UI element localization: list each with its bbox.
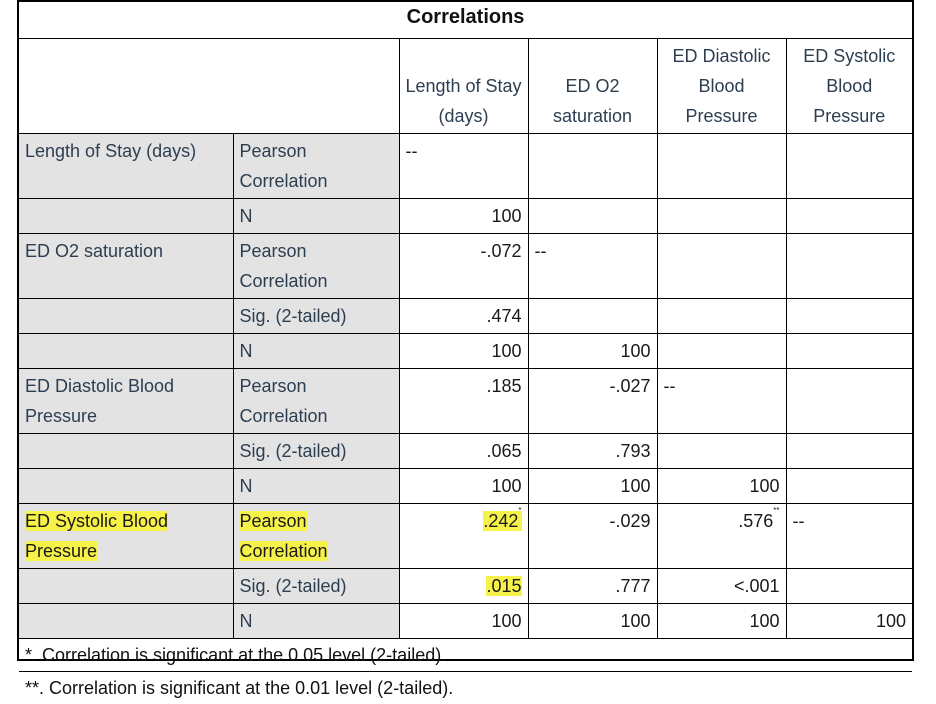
cell-sys-n-sys: 100: [786, 604, 912, 639]
table-title: Correlations: [19, 2, 912, 39]
cell-empty: [786, 199, 912, 234]
row-label-systolic-text: ED Systolic Blood Pressure: [25, 511, 168, 561]
stat-label-sig: Sig. (2-tailed): [233, 299, 399, 334]
stat-label-pearson: Pearson Correlation: [233, 369, 399, 434]
stat-label-n: N: [233, 604, 399, 639]
cell-dia-sig-los: .065: [399, 434, 528, 469]
cell-empty: [786, 234, 912, 299]
cell-sys-sig-o2: .777: [528, 569, 657, 604]
cell-o2-sig-los: .474: [399, 299, 528, 334]
cell-empty: [657, 199, 786, 234]
cell-o2-pc-o2: --: [528, 234, 657, 299]
cell-sys-pc-dia: .576**: [657, 504, 786, 569]
cell-empty: [657, 134, 786, 199]
row-label-blank: [19, 569, 233, 604]
cell-empty: [657, 299, 786, 334]
stat-label-pearson: Pearson Correlation: [233, 234, 399, 299]
cell-los-n-los: 100: [399, 199, 528, 234]
cell-sys-n-los: 100: [399, 604, 528, 639]
row-label-blank: [19, 334, 233, 369]
col-header-o2: ED O2 saturation: [528, 39, 657, 134]
cell-empty: [786, 469, 912, 504]
cell-sys-n-dia: 100: [657, 604, 786, 639]
cell-empty: [786, 299, 912, 334]
row-label-diastolic: ED Diastolic Blood Pressure: [19, 369, 233, 434]
cell-sys-pc-los: .242*: [399, 504, 528, 569]
cell-sys-pc-dia-number: .576: [738, 511, 773, 531]
cell-dia-n-dia: 100: [657, 469, 786, 504]
cell-sys-pc-o2: -.029: [528, 504, 657, 569]
cell-empty: [786, 134, 912, 199]
stat-label-n: N: [233, 469, 399, 504]
row-label-blank: [19, 434, 233, 469]
row-label-systolic: ED Systolic Blood Pressure: [19, 504, 233, 569]
header-corner: [19, 39, 399, 134]
row-label-blank: [19, 299, 233, 334]
col-header-diastolic: ED Diastolic Blood Pressure: [657, 39, 786, 134]
col-header-systolic: ED Systolic Blood Pressure: [786, 39, 912, 134]
cell-empty: [786, 334, 912, 369]
cell-los-pc-los: --: [399, 134, 528, 199]
stat-label-sig: Sig. (2-tailed): [233, 434, 399, 469]
cell-empty: [657, 334, 786, 369]
cell-sys-pc-los-number: .242: [483, 511, 518, 531]
stat-label-pearson-text: Pearson Correlation: [240, 511, 328, 561]
stat-label-n: N: [233, 334, 399, 369]
cell-sys-sig-los: .015: [399, 569, 528, 604]
cell-dia-sig-o2: .793: [528, 434, 657, 469]
cell-sys-sig-dia: <.001: [657, 569, 786, 604]
cell-sys-pc-los-value: .242*: [483, 511, 521, 531]
row-label-blank: [19, 199, 233, 234]
cell-empty: [528, 134, 657, 199]
footnote-01: **. Correlation is significant at the 0.…: [19, 672, 912, 704]
cell-dia-n-los: 100: [399, 469, 528, 504]
col-header-los: Length of Stay (days): [399, 39, 528, 134]
cell-sys-pc-sys: --: [786, 504, 912, 569]
cell-o2-n-o2: 100: [528, 334, 657, 369]
cell-empty: [657, 434, 786, 469]
cell-dia-n-o2: 100: [528, 469, 657, 504]
cell-o2-pc-los: -.072: [399, 234, 528, 299]
row-label-los: Length of Stay (days): [19, 134, 233, 199]
stat-label-n: N: [233, 199, 399, 234]
stat-label-pearson-highlighted: Pearson Correlation: [233, 504, 399, 569]
stat-label-pearson: Pearson Correlation: [233, 134, 399, 199]
cell-empty: [528, 199, 657, 234]
correlations-table: Correlations Length of Stay (days) ED O2…: [19, 2, 912, 704]
cell-o2-n-los: 100: [399, 334, 528, 369]
cell-empty: [528, 299, 657, 334]
row-label-blank: [19, 469, 233, 504]
cell-sys-n-o2: 100: [528, 604, 657, 639]
significance-marker: **: [773, 506, 779, 515]
cell-dia-pc-o2: -.027: [528, 369, 657, 434]
cell-dia-pc-dia: --: [657, 369, 786, 434]
cell-empty: [657, 234, 786, 299]
cell-empty: [786, 569, 912, 604]
correlations-table-frame: Correlations Length of Stay (days) ED O2…: [17, 0, 914, 661]
cell-empty: [786, 369, 912, 434]
cell-sys-sig-los-value: .015: [486, 576, 521, 596]
significance-marker: *: [518, 506, 521, 515]
stat-label-sig: Sig. (2-tailed): [233, 569, 399, 604]
cell-empty: [786, 434, 912, 469]
cell-dia-pc-los: .185: [399, 369, 528, 434]
footnote-05: *. Correlation is significant at the 0.0…: [19, 639, 912, 672]
row-label-o2: ED O2 saturation: [19, 234, 233, 299]
row-label-blank: [19, 604, 233, 639]
